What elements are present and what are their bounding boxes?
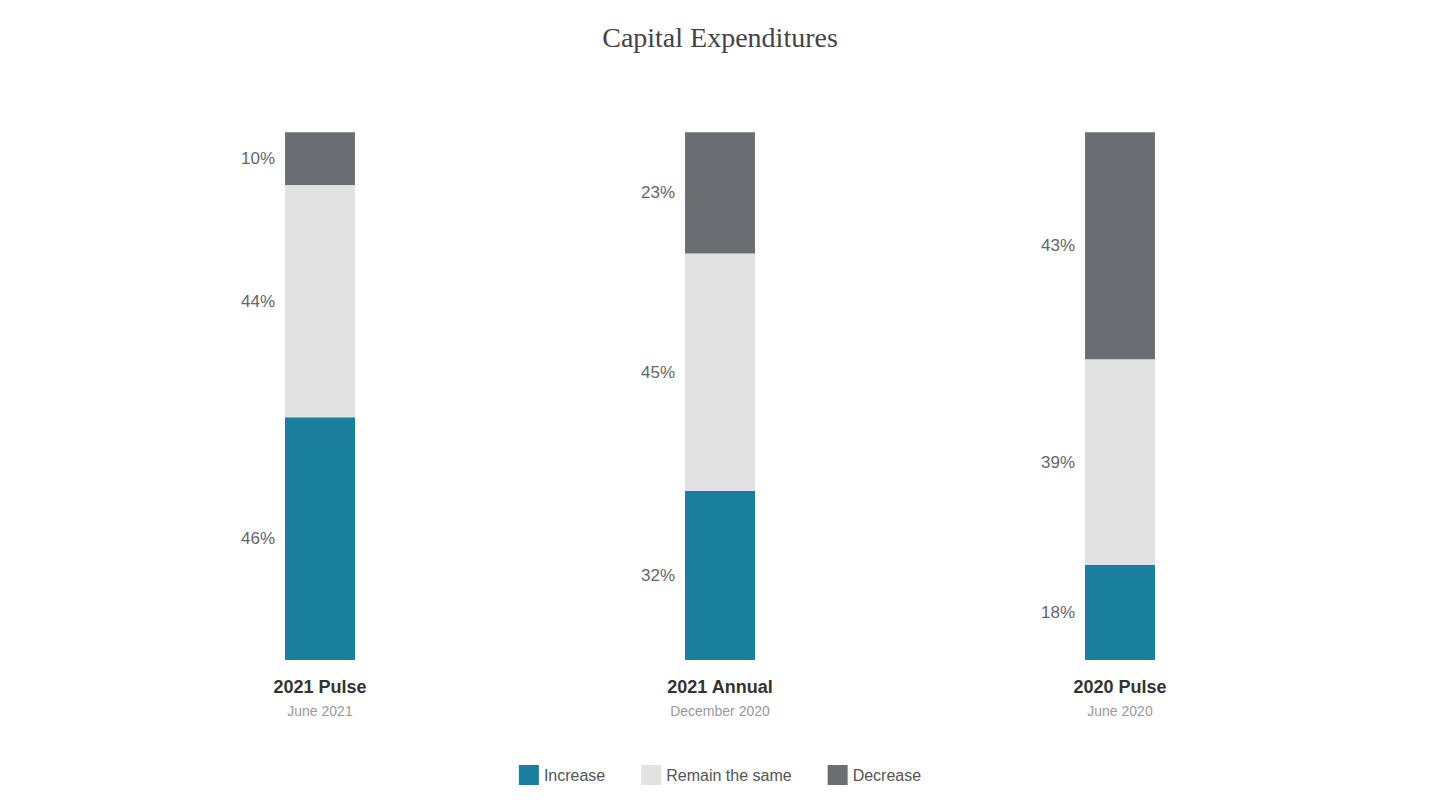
- svg-text:June 2021: June 2021: [287, 703, 353, 719]
- svg-text:2020 Pulse: 2020 Pulse: [1073, 677, 1166, 697]
- svg-text:32%: 32%: [641, 566, 675, 585]
- svg-text:46%: 46%: [241, 529, 275, 548]
- svg-text:Increase: Increase: [544, 767, 605, 784]
- svg-text:2021 Annual: 2021 Annual: [667, 677, 772, 697]
- svg-text:Capital Expenditures: Capital Expenditures: [602, 22, 838, 53]
- svg-text:2021 Pulse: 2021 Pulse: [273, 677, 366, 697]
- svg-text:10%: 10%: [241, 149, 275, 168]
- svg-text:December 2020: December 2020: [670, 703, 770, 719]
- svg-text:18%: 18%: [1041, 603, 1075, 622]
- svg-text:43%: 43%: [1041, 236, 1075, 255]
- svg-text:44%: 44%: [241, 292, 275, 311]
- svg-text:45%: 45%: [641, 363, 675, 382]
- svg-text:June 2020: June 2020: [1087, 703, 1153, 719]
- svg-text:23%: 23%: [641, 183, 675, 202]
- svg-text:Decrease: Decrease: [853, 767, 922, 784]
- svg-text:Remain the same: Remain the same: [666, 767, 791, 784]
- svg-text:39%: 39%: [1041, 453, 1075, 472]
